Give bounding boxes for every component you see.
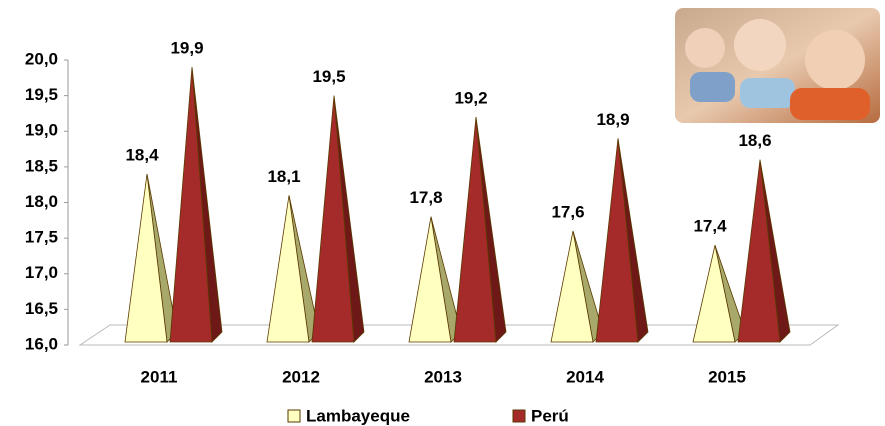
value-label: 19,2 <box>454 88 487 107</box>
bar-face <box>692 245 736 343</box>
x-tick-label: 2015 <box>708 367 746 386</box>
value-label: 17,4 <box>693 217 727 236</box>
x-tick-label: 2013 <box>424 367 462 386</box>
bar-face <box>408 216 452 343</box>
y-tick-label: 19,0 <box>25 121 58 140</box>
bar <box>311 95 365 343</box>
y-tick-label: 18,5 <box>25 156 58 175</box>
bar-face <box>311 95 355 343</box>
y-tick-label: 18,0 <box>25 192 58 211</box>
bar <box>124 173 178 343</box>
bar-face <box>453 116 497 343</box>
bar-face <box>595 138 639 343</box>
legend-swatch <box>512 409 526 423</box>
bar <box>692 245 746 343</box>
bar <box>169 67 223 343</box>
bar-face <box>550 230 594 343</box>
bar-face <box>737 159 781 343</box>
bar-face <box>266 195 310 343</box>
bar <box>550 230 604 343</box>
bar <box>737 159 791 343</box>
bar <box>266 195 320 343</box>
bar <box>595 138 649 343</box>
x-tick-label: 2011 <box>141 367 178 386</box>
y-tick-label: 17,0 <box>25 263 58 282</box>
photo <box>675 8 880 123</box>
value-label: 19,9 <box>170 39 203 58</box>
y-tick-label: 16,5 <box>25 299 58 318</box>
bar <box>408 216 462 343</box>
legend-label: Perú <box>531 406 569 425</box>
value-label: 17,8 <box>409 188 442 207</box>
value-label: 18,4 <box>125 145 159 164</box>
value-label: 18,6 <box>738 131 771 150</box>
y-tick-label: 20,0 <box>25 49 58 68</box>
value-label: 18,1 <box>267 167 300 186</box>
legend-swatch <box>287 409 301 423</box>
y-tick-label: 17,5 <box>25 228 58 247</box>
x-tick-label: 2012 <box>282 367 320 386</box>
y-tick-label: 16,0 <box>25 334 58 353</box>
y-tick-label: 19,5 <box>25 85 58 104</box>
bar-face <box>124 173 168 343</box>
value-label: 19,5 <box>312 67 345 86</box>
value-label: 18,9 <box>596 110 629 129</box>
bar-face <box>169 67 213 343</box>
legend-label: Lambayeque <box>306 406 410 425</box>
bar <box>453 116 507 343</box>
x-tick-label: 2014 <box>566 367 604 386</box>
value-label: 17,6 <box>551 202 584 221</box>
